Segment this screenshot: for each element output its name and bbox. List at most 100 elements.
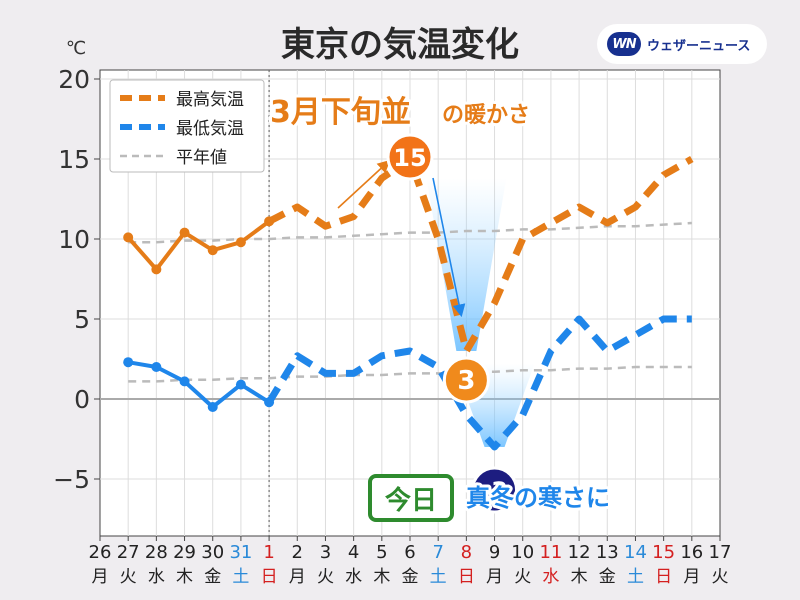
x-tick-weekday: 火 xyxy=(120,567,137,587)
legend-entry-min: 最低気温 xyxy=(176,119,244,139)
x-tick-weekday: 水 xyxy=(148,567,165,587)
x-tick-weekday: 土 xyxy=(232,567,249,587)
cold-glow xyxy=(426,178,507,351)
x-tick-weekday: 火 xyxy=(514,567,531,587)
x-tick-weekday: 日 xyxy=(261,567,278,587)
data-point-min xyxy=(151,362,162,372)
today-label: 今日 xyxy=(385,485,437,516)
x-tick-weekday: 土 xyxy=(430,567,447,587)
x-tick-day: 2 xyxy=(292,542,303,563)
highlight-circle xyxy=(442,356,490,404)
x-tick-labels: 26月27火28水29木30金31土1日2月3火4水5木6金7土8日9月10火1… xyxy=(89,536,732,587)
data-point-max xyxy=(235,237,246,248)
data-point-max xyxy=(151,264,162,275)
x-tick-day: 29 xyxy=(173,542,196,563)
y-tick-label: 15 xyxy=(58,145,90,174)
x-tick-weekday: 月 xyxy=(683,567,700,587)
x-tick-weekday: 木 xyxy=(176,567,193,587)
y-tick-label: 20 xyxy=(58,65,90,94)
x-tick-weekday: 金 xyxy=(204,567,221,587)
data-point-max xyxy=(207,245,218,256)
x-tick-day: 15 xyxy=(652,542,675,563)
highlight-label: -3 xyxy=(481,477,508,505)
x-tick-day: 11 xyxy=(539,542,562,563)
grid xyxy=(100,70,720,536)
y-tick-label: 10 xyxy=(58,225,90,254)
highlight-markers: 15 3 -3 xyxy=(386,133,519,514)
x-tick-day: 12 xyxy=(568,542,591,563)
warm-annotation: 3月下旬並 の暖かさ xyxy=(267,92,533,133)
cold-drop-arrow xyxy=(432,177,466,318)
x-tick-weekday: 日 xyxy=(655,567,672,587)
warm-label: 3月下旬並 xyxy=(270,95,411,130)
y-tick-label: 5 xyxy=(74,305,90,334)
x-tick-weekday: 金 xyxy=(402,567,419,587)
highlight-label: 3 xyxy=(457,366,475,396)
x-tick-weekday: 月 xyxy=(92,567,109,587)
x-tick-weekday: 水 xyxy=(345,567,362,587)
warm-suffix: の暖かさ xyxy=(442,103,530,128)
brand-logo: WN ウェザーニュース xyxy=(597,24,767,64)
x-tick-day: 7 xyxy=(432,542,443,563)
x-tick-day: 9 xyxy=(489,542,500,563)
legend: 最高気温 最低気温 平年値 xyxy=(109,79,265,173)
series-line-normal_max xyxy=(128,221,692,244)
x-tick-day: 14 xyxy=(624,542,647,563)
data-point-min xyxy=(235,379,246,390)
today-badge: 今日 xyxy=(368,474,454,522)
x-tick-day: 27 xyxy=(117,542,140,563)
x-tick-weekday: 土 xyxy=(627,567,644,587)
weathernews-icon: WN xyxy=(607,32,641,56)
x-tick-day: 10 xyxy=(511,542,534,563)
x-tick-day: 28 xyxy=(145,542,168,563)
x-tick-day: 13 xyxy=(596,542,619,563)
cold-label: 真冬の寒さに xyxy=(466,484,610,512)
x-tick-weekday: 月 xyxy=(289,567,306,587)
x-tick-weekday: 木 xyxy=(571,567,588,587)
x-tick-weekday: 水 xyxy=(542,567,559,587)
highlight-circle xyxy=(386,133,434,181)
x-tick-weekday: 木 xyxy=(373,567,390,587)
x-tick-day: 16 xyxy=(680,542,703,563)
x-tick-day: 5 xyxy=(376,542,387,563)
x-tick-day: 31 xyxy=(229,542,252,563)
chart-title: 東京の気温変化 xyxy=(281,25,519,65)
series-line-min-forecast xyxy=(266,315,692,451)
x-tick-day: 6 xyxy=(404,542,415,563)
highlight-label: 15 xyxy=(393,144,426,172)
y-tick-label: 0 xyxy=(74,385,90,414)
x-tick-day: 8 xyxy=(461,542,472,563)
x-tick-weekday: 月 xyxy=(486,567,503,587)
highlight-circle xyxy=(471,466,519,514)
series-line-max-observed xyxy=(126,219,271,272)
data-point-max xyxy=(123,232,134,243)
legend-entry-max: 最高気温 xyxy=(176,90,244,110)
legend-entry-normal: 平年値 xyxy=(176,148,227,168)
series-points xyxy=(123,216,275,412)
brand-name: ウェザーニュース xyxy=(647,38,751,54)
x-tick-day: 4 xyxy=(348,542,359,563)
x-tick-day: 3 xyxy=(320,542,331,563)
series-line-max-forecast xyxy=(267,155,694,355)
x-tick-weekday: 金 xyxy=(599,567,616,587)
unit-label: ℃ xyxy=(66,38,86,59)
data-point-min xyxy=(264,397,275,408)
data-point-min xyxy=(207,402,218,412)
x-tick-day: 30 xyxy=(201,542,224,563)
x-tick-weekday: 日 xyxy=(458,567,475,587)
data-point-min xyxy=(123,357,134,368)
x-tick-day: 17 xyxy=(709,542,732,563)
x-tick-day: 26 xyxy=(89,542,112,563)
series-line-normal_min xyxy=(128,365,692,383)
data-point-min xyxy=(179,376,190,387)
data-point-max xyxy=(264,216,275,227)
data-point-max xyxy=(179,227,190,238)
x-tick-day: 1 xyxy=(263,542,274,563)
x-tick-weekday: 火 xyxy=(317,567,334,587)
y-tick-label: −5 xyxy=(53,465,90,494)
warm-trend-arrow xyxy=(337,159,391,209)
x-tick-weekday: 火 xyxy=(712,567,729,587)
y-tick-labels: 20 15 10 5 0 −5 xyxy=(53,65,100,494)
